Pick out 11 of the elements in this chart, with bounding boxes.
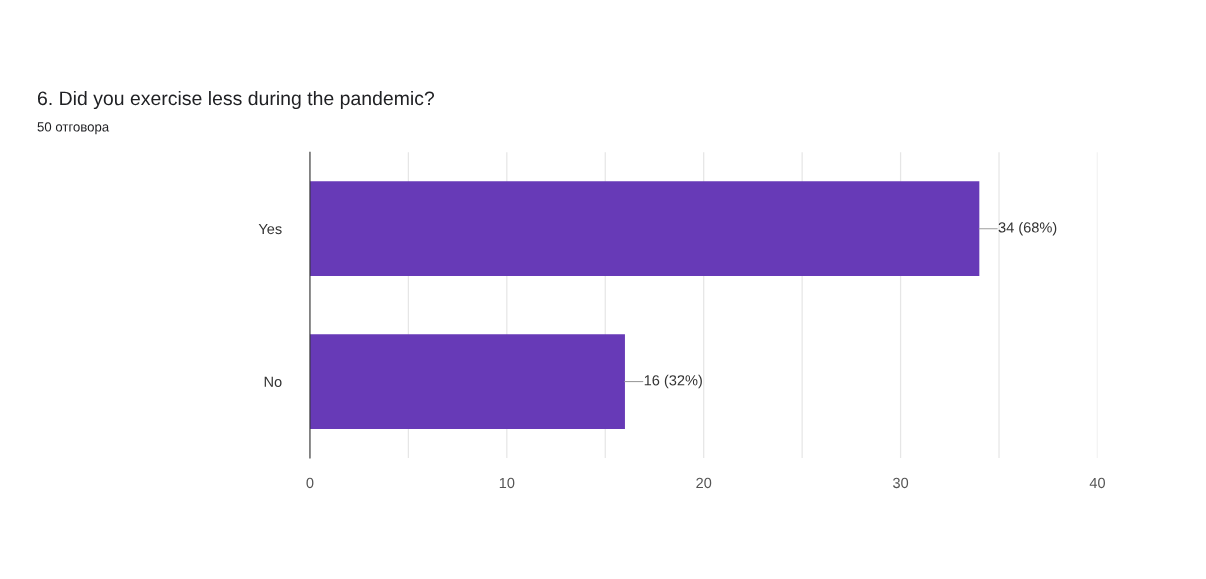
x-tick-label: 40 [1089, 477, 1105, 489]
x-tick-label: 0 [306, 477, 314, 489]
data-label: 16 (32%) [644, 374, 702, 389]
x-tick-label: 10 [499, 477, 515, 489]
x-tick-label: 30 [893, 477, 909, 489]
data-label: 34 (68%) [998, 221, 1057, 236]
text: 50 отговора [37, 122, 110, 135]
y-tick-label: Yes [258, 223, 282, 235]
x-tick-label: 20 [696, 477, 712, 489]
chart-title: 6. Did you exercise less during the pandemic? [37, 90, 435, 110]
y-tick-label: No [264, 376, 282, 387]
